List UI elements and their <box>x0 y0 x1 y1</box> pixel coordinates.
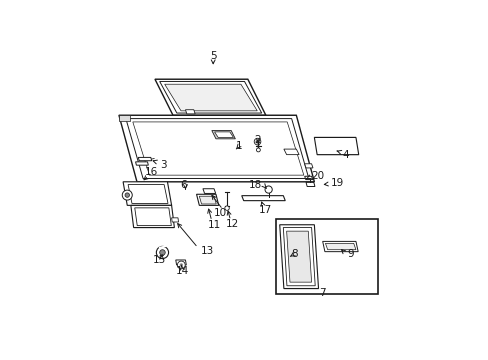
Polygon shape <box>241 195 285 201</box>
Text: 18: 18 <box>248 180 262 190</box>
Circle shape <box>156 246 168 258</box>
Polygon shape <box>283 228 315 286</box>
Bar <box>275 219 377 294</box>
Text: 12: 12 <box>225 219 239 229</box>
Circle shape <box>255 140 259 143</box>
Text: 11: 11 <box>207 220 220 230</box>
Text: 15: 15 <box>152 255 165 265</box>
Polygon shape <box>203 189 215 193</box>
Polygon shape <box>133 122 303 175</box>
Text: 8: 8 <box>290 249 297 259</box>
Text: 13: 13 <box>201 246 214 256</box>
Text: 3: 3 <box>160 159 167 170</box>
Text: 20: 20 <box>310 171 324 181</box>
Circle shape <box>224 206 229 210</box>
Polygon shape <box>128 185 168 203</box>
Polygon shape <box>305 183 314 186</box>
Polygon shape <box>160 81 261 113</box>
Text: 1: 1 <box>236 141 243 151</box>
Polygon shape <box>119 115 314 182</box>
Text: 6: 6 <box>180 180 186 190</box>
Circle shape <box>122 190 132 200</box>
Text: 2: 2 <box>254 135 260 145</box>
Polygon shape <box>286 231 311 282</box>
Polygon shape <box>185 110 195 114</box>
Text: 9: 9 <box>346 249 353 260</box>
Circle shape <box>256 148 260 152</box>
Circle shape <box>160 250 165 255</box>
Polygon shape <box>131 205 174 228</box>
Polygon shape <box>175 260 186 265</box>
Polygon shape <box>125 118 308 179</box>
Polygon shape <box>214 132 233 138</box>
Circle shape <box>125 193 129 197</box>
Text: 14: 14 <box>176 266 189 275</box>
Polygon shape <box>211 131 235 139</box>
Text: 7: 7 <box>319 288 325 298</box>
Polygon shape <box>199 196 216 204</box>
Polygon shape <box>196 194 218 205</box>
Polygon shape <box>304 176 312 180</box>
Polygon shape <box>322 242 357 252</box>
Text: 16: 16 <box>144 167 158 177</box>
Text: 4: 4 <box>342 150 348 159</box>
Text: 5: 5 <box>209 51 216 61</box>
Polygon shape <box>138 157 151 161</box>
Polygon shape <box>135 162 148 165</box>
Polygon shape <box>304 164 312 168</box>
Polygon shape <box>325 243 355 250</box>
Circle shape <box>264 186 272 193</box>
Polygon shape <box>119 115 130 121</box>
Polygon shape <box>284 149 299 155</box>
Polygon shape <box>123 182 171 205</box>
Text: 10: 10 <box>213 208 226 218</box>
Text: 19: 19 <box>330 178 344 188</box>
Polygon shape <box>164 84 257 111</box>
Polygon shape <box>314 138 358 155</box>
Text: 17: 17 <box>259 205 272 215</box>
Circle shape <box>179 263 183 267</box>
Polygon shape <box>155 79 265 115</box>
Polygon shape <box>135 208 171 226</box>
Polygon shape <box>171 218 178 222</box>
Circle shape <box>177 261 185 269</box>
Polygon shape <box>279 225 318 288</box>
